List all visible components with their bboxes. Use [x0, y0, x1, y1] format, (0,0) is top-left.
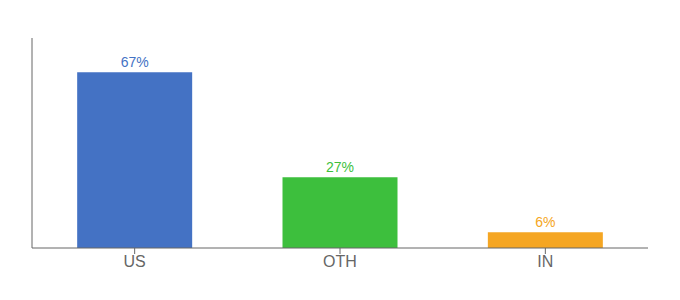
svg-text:IN: IN [537, 253, 553, 270]
svg-text:US: US [124, 253, 146, 270]
svg-text:67%: 67% [121, 54, 149, 70]
svg-text:6%: 6% [535, 214, 555, 230]
svg-text:27%: 27% [326, 159, 354, 175]
svg-text:OTH: OTH [323, 253, 357, 270]
